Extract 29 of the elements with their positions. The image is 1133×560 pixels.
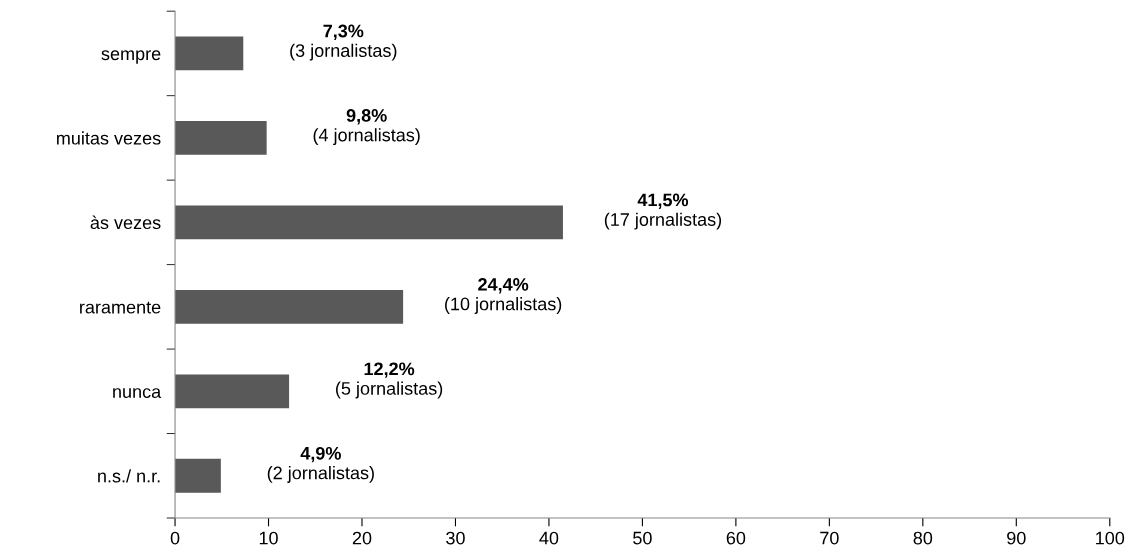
data-label: 41,5% (17 jornalistas) (604, 193, 722, 230)
x-tick-label: 80 (913, 531, 933, 545)
x-tick-label: 0 (170, 531, 180, 545)
data-label: 9,8% (4 jornalistas) (313, 109, 420, 146)
x-tick-label: 70 (820, 531, 839, 545)
y-tick-label: nunca (113, 388, 162, 399)
x-tick-label: 100 (1096, 531, 1125, 545)
y-tick-label: sempre (101, 50, 161, 64)
data-label: 24,4% (10 jornalistas) (445, 277, 562, 314)
x-tick-label: 50 (633, 531, 652, 545)
data-label: 4,9% (2 jornalistas) (267, 446, 374, 483)
bar (175, 36, 244, 71)
bar (175, 458, 221, 493)
bar (175, 121, 267, 155)
x-tick-label: 10 (259, 531, 278, 545)
x-tick-label: 90 (1007, 531, 1026, 545)
y-tick-label: n.s./ n.r. (98, 469, 160, 483)
x-tick-label: 60 (726, 531, 746, 545)
bar (175, 205, 563, 240)
x-tick-label: 30 (446, 531, 465, 545)
y-tick-label: raramente (80, 301, 161, 314)
x-tick-label: 20 (352, 531, 372, 545)
y-tick-label: muitas vezes (57, 131, 161, 145)
y-tick-label: às vezes (90, 215, 161, 230)
data-label: 7,3% (3 jornalistas) (290, 24, 397, 61)
x-tick-label: 40 (539, 531, 559, 545)
data-label: 12,2% (5 jornalistas) (336, 362, 443, 399)
bar (175, 289, 404, 324)
bar (175, 374, 290, 409)
